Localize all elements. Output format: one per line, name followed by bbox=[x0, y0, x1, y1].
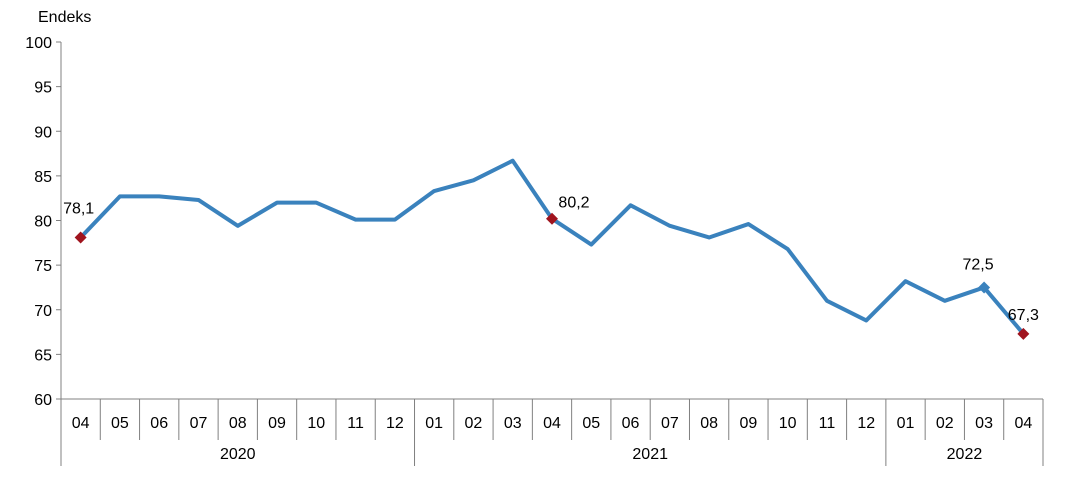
series-line bbox=[78, 158, 1026, 336]
y-axis-unit-label: Endeks bbox=[38, 9, 91, 26]
y-tick-label: 65 bbox=[34, 347, 52, 364]
x-tick-label: 02 bbox=[465, 415, 483, 432]
data-label: 67,3 bbox=[1008, 307, 1039, 324]
x-tick-label: 11 bbox=[347, 415, 364, 432]
year-label: 2022 bbox=[947, 446, 983, 463]
data-label: 78,1 bbox=[63, 200, 94, 217]
x-tick-label: 07 bbox=[661, 415, 679, 432]
x-tick-label: 01 bbox=[425, 415, 443, 432]
x-tick-label: 04 bbox=[1014, 415, 1032, 432]
y-tick-label: 95 bbox=[34, 80, 52, 97]
x-tick-label: 04 bbox=[543, 415, 561, 432]
x-tick-label: 06 bbox=[622, 415, 640, 432]
year-label: 2021 bbox=[632, 446, 668, 463]
x-tick-label: 01 bbox=[897, 415, 915, 432]
y-tick-label: 85 bbox=[34, 169, 52, 186]
x-tick-label: 06 bbox=[150, 415, 168, 432]
x-tick-label: 10 bbox=[779, 415, 797, 432]
year-label: 2020 bbox=[220, 446, 256, 463]
highlight-marker bbox=[74, 231, 87, 244]
highlight-marker bbox=[1017, 327, 1030, 340]
data-label: 72,5 bbox=[963, 256, 994, 273]
y-tick-label: 100 bbox=[25, 35, 52, 52]
x-tick-label: 03 bbox=[975, 415, 993, 432]
x-tick-label: 08 bbox=[700, 415, 718, 432]
x-tick-label: 11 bbox=[819, 415, 836, 432]
y-tick-label: 80 bbox=[34, 214, 52, 231]
series-layer bbox=[78, 158, 1026, 336]
highlight-marker bbox=[978, 281, 991, 294]
x-tick-label: 08 bbox=[229, 415, 247, 432]
x-tick-label: 05 bbox=[582, 415, 600, 432]
x-tick-label: 02 bbox=[936, 415, 954, 432]
y-axis: 60 65 70 75 80 85 90 95 100 bbox=[25, 35, 62, 409]
y-tick-label: 70 bbox=[34, 303, 52, 320]
highlight-marker bbox=[546, 212, 558, 225]
x-tick-label: 12 bbox=[857, 415, 875, 432]
y-tick-label: 90 bbox=[34, 124, 52, 141]
x-tick-label: 07 bbox=[190, 415, 208, 432]
x-tick-label: 12 bbox=[386, 415, 404, 432]
x-tick-label: 09 bbox=[740, 415, 758, 432]
x-tick-label: 04 bbox=[72, 415, 90, 432]
x-axis: 04 05 06 07 08 09 10 11 12 01 02 03 04 05 06 07 08 09 10 11… bbox=[60, 398, 1044, 466]
marker-layer: 78,1 80,2 72,5 67,3 bbox=[63, 195, 1039, 340]
y-tick-label: 75 bbox=[34, 258, 52, 275]
x-tick-label: 03 bbox=[504, 415, 522, 432]
x-tick-label: 05 bbox=[111, 415, 129, 432]
x-tick-label: 10 bbox=[307, 415, 325, 432]
y-tick-label: 60 bbox=[34, 392, 52, 409]
data-label: 80,2 bbox=[558, 195, 589, 212]
x-tick-label: 09 bbox=[268, 415, 286, 432]
